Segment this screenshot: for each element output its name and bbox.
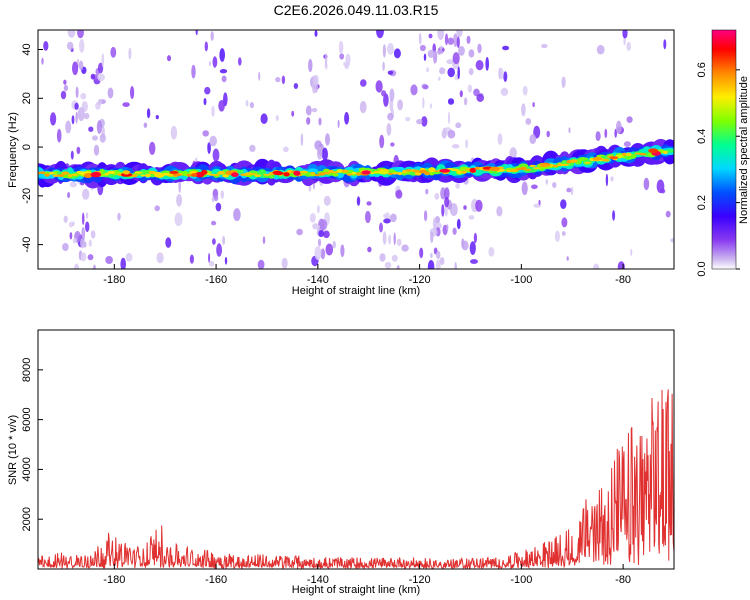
snr-y-tick-label: 2000 bbox=[21, 507, 33, 531]
spectrogram-x-tick-label: -160 bbox=[205, 274, 227, 286]
snr-y-axis: 2000 4000 6000 8000 bbox=[21, 358, 43, 531]
snr-x-tick-label: -140 bbox=[307, 574, 329, 586]
spectrogram-y-tick-label: 0 bbox=[21, 144, 33, 150]
snr-x-axis: -180 -160 -140 -120 -100 -80 bbox=[103, 564, 631, 586]
spectrogram-y-axis: -40 -20 0 20 40 bbox=[21, 43, 43, 253]
snr-panel: -180 -160 -140 -120 -100 -80 2000 4000 6000 8000… bbox=[7, 329, 675, 596]
spectrogram-x-tick-label: -100 bbox=[510, 274, 532, 286]
snr-y-label: SNR (10 * v/v) bbox=[7, 415, 19, 485]
spectrogram-x-tick-label: -80 bbox=[615, 274, 631, 286]
spectrogram-y-tick-label: -40 bbox=[21, 237, 33, 253]
colorbar-gradient bbox=[711, 29, 737, 270]
snr-x-tick-label: -160 bbox=[205, 574, 227, 586]
colorbar-tick-label: 0.0 bbox=[696, 261, 708, 276]
snr-x-label: Height of straight line (km) bbox=[292, 584, 420, 596]
spectrogram-panel: -180 -160 -140 -120 -100 -80 -40 -20 0 20 40 Heig… bbox=[7, 29, 675, 297]
snr-series-line bbox=[38, 389, 674, 569]
spectrogram-x-tick-label: -180 bbox=[103, 274, 125, 286]
spectrogram-heatmap bbox=[38, 30, 674, 269]
spectrogram-x-tick-label: -140 bbox=[307, 274, 329, 286]
snr-background bbox=[38, 330, 674, 569]
snr-y-tick-label: 8000 bbox=[21, 358, 33, 382]
spectrogram-y-tick-label: 40 bbox=[21, 43, 33, 55]
snr-y-tick-label: 4000 bbox=[21, 457, 33, 481]
snr-x-tick-label: -180 bbox=[103, 574, 125, 586]
colorbar-tick-label: 0.2 bbox=[696, 195, 708, 210]
snr-frame bbox=[37, 329, 675, 570]
snr-x-tick-label: -100 bbox=[510, 574, 532, 586]
spectrogram-background bbox=[38, 30, 674, 269]
chart-title: C2E6.2026.049.11.03.R15 bbox=[274, 2, 439, 18]
spectrogram-x-label: Height of straight line (km) bbox=[292, 285, 420, 297]
snr-x-tick-label: -80 bbox=[615, 574, 631, 586]
colorbar: 0.0 0.2 0.4 0.6 Normalized spectral amplitu… bbox=[696, 29, 750, 277]
spectrogram-x-axis: -180 -160 -140 -120 -100 -80 bbox=[103, 264, 631, 286]
colorbar-tick-label: 0.6 bbox=[696, 62, 708, 77]
colorbar-label: Normalized spectral amplitude bbox=[738, 76, 750, 224]
spectrogram-x-tick-label: -120 bbox=[409, 274, 431, 286]
spectrogram-y-tick-label: -20 bbox=[21, 188, 33, 204]
spectrogram-y-tick-label: 20 bbox=[21, 92, 33, 104]
spectrogram-frame bbox=[37, 29, 675, 270]
spectrogram-y-label: Frequency (Hz) bbox=[7, 112, 19, 188]
colorbar-ticks: 0.0 0.2 0.4 0.6 bbox=[696, 62, 740, 277]
snr-y-tick-label: 6000 bbox=[21, 407, 33, 431]
colorbar-tick-label: 0.4 bbox=[696, 129, 708, 144]
snr-x-tick-label: -120 bbox=[409, 574, 431, 586]
